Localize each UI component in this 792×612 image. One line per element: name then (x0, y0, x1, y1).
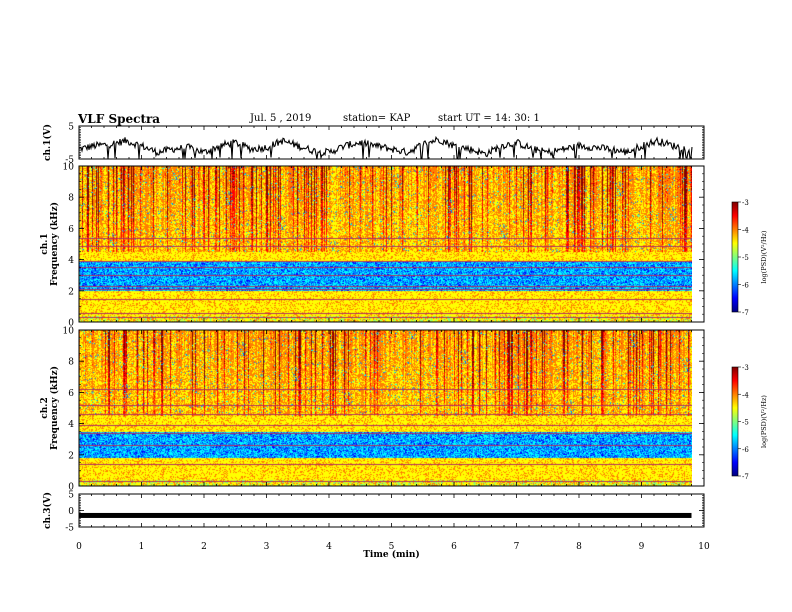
ch2-colorbar-tick-label: -5 (742, 419, 749, 427)
ch2-colorbar-tick-label: -6 (742, 446, 749, 454)
ch3-v-axis-label: ch.3(V) (42, 492, 53, 529)
ch3-waveform-ytick-label: 0 (68, 507, 74, 517)
ch1-spectrogram-ytick-label: 2 (68, 287, 74, 297)
x-tick-label: 5 (389, 542, 395, 552)
ch2-spectrogram-ytick-label: 10 (63, 327, 75, 337)
ch1-colorbar-tick-label: -7 (742, 309, 749, 317)
x-tick-label: 1 (139, 542, 145, 552)
ch2-spectrogram-ytick-label: 6 (68, 389, 74, 399)
x-tick-label: 10 (698, 542, 710, 552)
x-tick-label: 6 (451, 542, 457, 552)
date-label: Jul. 5 , 2019 (250, 113, 312, 124)
ch1-waveform-trace (78, 135, 693, 160)
ch1-colorbar-label: log(PSD)(V²/Hz) (760, 230, 768, 283)
x-tick-label: 9 (639, 542, 645, 552)
start-time-label: start UT = 14: 30: 1 (438, 113, 540, 124)
ch2-spectrogram-ytick-label: 2 (68, 451, 74, 461)
ch2-colorbar-tick-label: -7 (742, 473, 749, 481)
ch1-spectrogram-ytick-label: 0 (68, 319, 74, 329)
ch1-colorbar-tick-label: -4 (742, 227, 749, 235)
ch2-freq-axis-label-b: Frequency (kHz) (49, 366, 60, 450)
ch2-spectrogram-image (79, 330, 692, 486)
x-tick-label: 0 (76, 542, 82, 552)
x-tick-label: 4 (326, 542, 332, 552)
ch1-waveform-ytick-label: 5 (68, 123, 74, 133)
ch1-spectrogram-ytick-label: 10 (63, 163, 75, 173)
ch1-waveform-frame (78, 125, 705, 160)
ch1-spectrogram-image (79, 166, 692, 322)
ch1-v-axis-label: ch.1(V) (42, 124, 53, 161)
ch3-waveform-ytick-label: -5 (65, 524, 74, 534)
ch1-spectrogram-ytick-label: 6 (68, 225, 74, 235)
ch1-spectrogram-ytick-label: 8 (68, 194, 74, 204)
ch1-colorbar (731, 201, 739, 313)
ch2-freq-axis-label-a: ch.2 (40, 397, 50, 418)
ch1-colorbar-tick-label: -3 (742, 199, 749, 207)
x-tick-label: 8 (576, 542, 582, 552)
x-tick-label: 2 (201, 542, 207, 552)
ch1-waveform-ytick-label: -5 (65, 156, 74, 166)
ch2-spectrogram-ytick-label: 8 (68, 358, 74, 368)
ch2-spectrogram-ytick-label: 0 (68, 483, 74, 493)
ch1-colorbar-tick-label: -6 (742, 282, 749, 290)
ch1-freq-axis-label-b: Frequency (kHz) (49, 202, 60, 286)
chart-title: VLF Spectra (78, 112, 161, 126)
ch1-spectrogram-ytick-label: 4 (68, 256, 74, 266)
ch2-colorbar-tick-label: -4 (742, 391, 749, 399)
ch2-colorbar-label: log(PSD)(V²/Hz) (760, 395, 768, 448)
station-label: station= KAP (343, 113, 411, 124)
ch3-waveform-ytick-label: 5 (68, 491, 74, 501)
ch3-waveform-frame (78, 493, 705, 528)
ch2-colorbar-tick-label: -3 (742, 364, 749, 372)
ch1-colorbar-tick-label: -5 (742, 254, 749, 262)
x-axis-label: Time (min) (363, 549, 420, 560)
ch1-freq-axis-label-a: ch.1 (40, 233, 50, 254)
x-tick-label: 3 (264, 542, 270, 552)
ch3-waveform-trace (79, 512, 692, 518)
ch2-spectrogram-ytick-label: 4 (68, 420, 74, 430)
x-tick-label: 7 (514, 542, 520, 552)
ch2-colorbar (731, 366, 739, 477)
